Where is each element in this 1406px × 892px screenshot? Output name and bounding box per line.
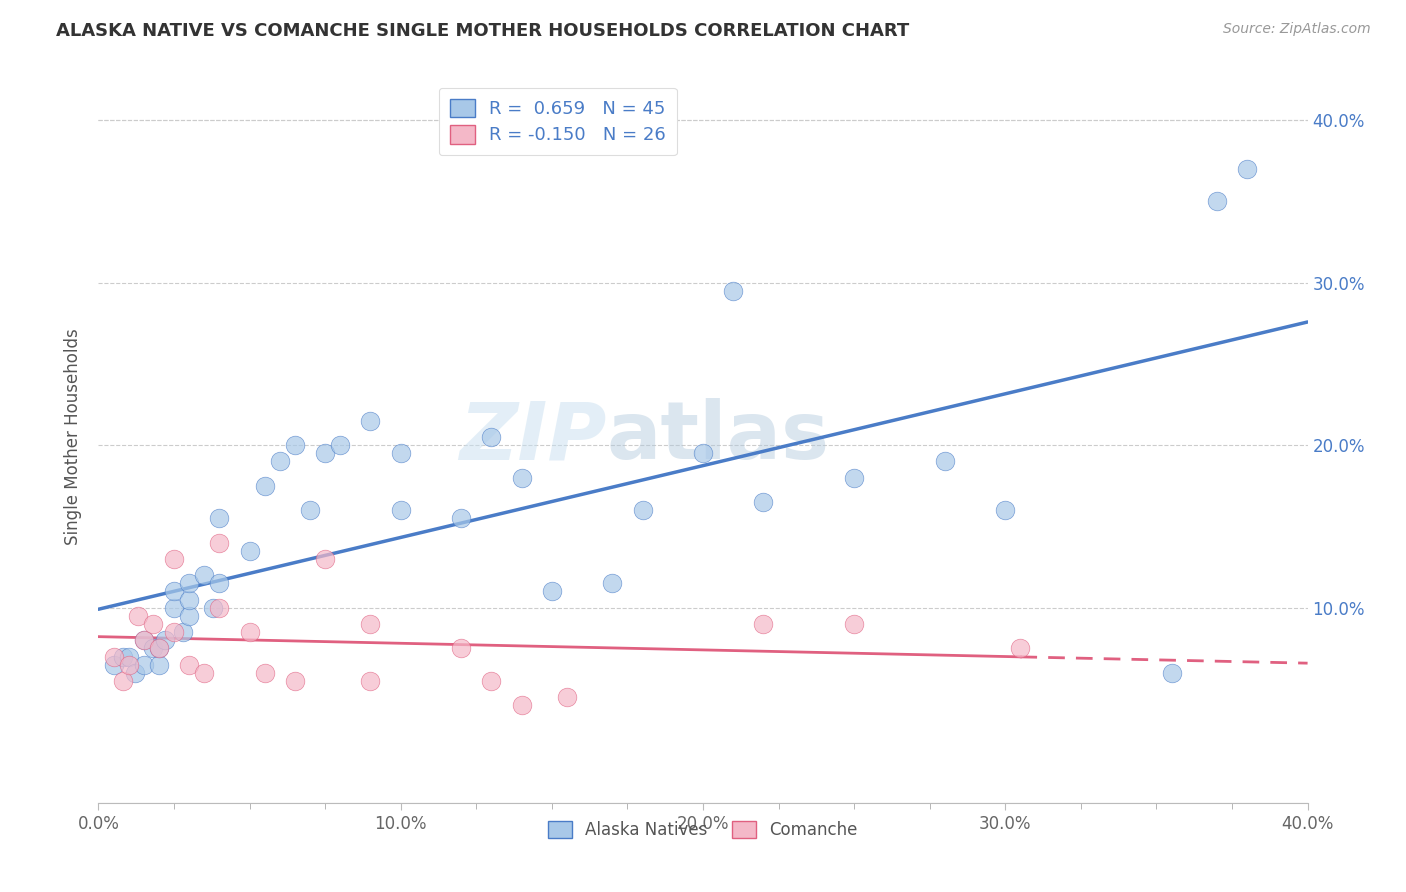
Point [124, 665, 146, 680]
Point [253, 665, 276, 680]
Point [179, 576, 201, 591]
Y-axis label: Single Mother Households: Single Mother Households [65, 329, 83, 545]
Point [179, 608, 201, 623]
Point [253, 479, 276, 493]
Point [148, 657, 170, 672]
Point [481, 430, 503, 444]
Point [118, 657, 141, 672]
Point [844, 617, 866, 632]
Point [934, 454, 956, 468]
Point [193, 568, 215, 582]
Point [994, 503, 1017, 517]
Point [132, 633, 155, 648]
Point [111, 649, 134, 664]
Point [510, 698, 533, 713]
Point [208, 600, 231, 615]
Point [148, 641, 170, 656]
Point [132, 657, 155, 672]
Point [284, 673, 307, 688]
Point [540, 584, 562, 599]
Point [450, 511, 472, 525]
Point [481, 673, 503, 688]
Point [752, 617, 775, 632]
Text: atlas: atlas [606, 398, 830, 476]
Text: ALASKA NATIVE VS COMANCHE SINGLE MOTHER HOUSEHOLDS CORRELATION CHART: ALASKA NATIVE VS COMANCHE SINGLE MOTHER … [56, 22, 910, 40]
Point [1206, 194, 1229, 209]
Point [510, 471, 533, 485]
Point [389, 446, 412, 460]
Point [1236, 161, 1258, 176]
Point [360, 617, 382, 632]
Point [723, 284, 745, 298]
Point [208, 511, 231, 525]
Point [314, 552, 336, 566]
Point [269, 454, 291, 468]
Point [239, 625, 262, 640]
Point [163, 600, 186, 615]
Point [555, 690, 578, 705]
Point [202, 600, 225, 615]
Point [142, 617, 165, 632]
Point [193, 665, 215, 680]
Point [844, 471, 866, 485]
Point [153, 633, 176, 648]
Legend: Alaska Natives, Comanche: Alaska Natives, Comanche [541, 814, 865, 846]
Point [314, 446, 336, 460]
Text: ZIP: ZIP [458, 398, 606, 476]
Point [752, 495, 775, 509]
Point [163, 552, 186, 566]
Point [631, 503, 654, 517]
Point [389, 503, 412, 517]
Point [602, 576, 624, 591]
Point [127, 608, 149, 623]
Point [103, 649, 125, 664]
Point [172, 625, 194, 640]
Point [692, 446, 714, 460]
Point [118, 649, 141, 664]
Point [329, 438, 352, 452]
Point [132, 633, 155, 648]
Point [360, 673, 382, 688]
Point [148, 641, 170, 656]
Point [111, 673, 134, 688]
Point [208, 576, 231, 591]
Point [163, 584, 186, 599]
Point [360, 414, 382, 428]
Point [142, 641, 165, 656]
Point [103, 657, 125, 672]
Point [239, 544, 262, 558]
Point [450, 641, 472, 656]
Point [163, 625, 186, 640]
Point [1010, 641, 1032, 656]
Point [1160, 665, 1182, 680]
Point [179, 592, 201, 607]
Point [208, 535, 231, 549]
Point [284, 438, 307, 452]
Text: Source: ZipAtlas.com: Source: ZipAtlas.com [1223, 22, 1371, 37]
Point [299, 503, 322, 517]
Point [179, 657, 201, 672]
